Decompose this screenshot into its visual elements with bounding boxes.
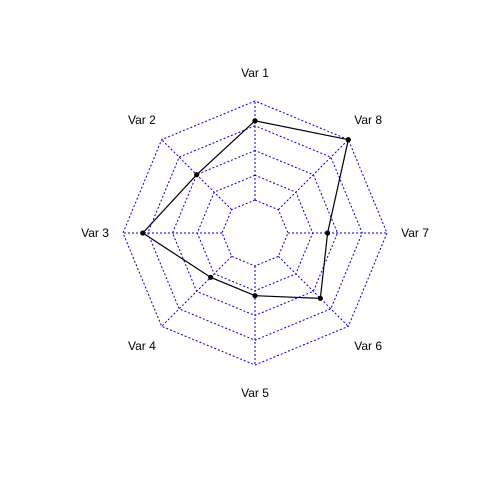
data-point-var-6	[317, 295, 323, 301]
radar-spokes	[123, 101, 387, 365]
radar-axis-labels: Var 1 Var 2 Var 3 Var 4 Var 5 Var 6 Var 7 Var 8	[81, 66, 429, 400]
axis-label-var-8: Var 8	[354, 113, 382, 127]
data-point-var-4	[208, 274, 214, 280]
axis-label-var-4: Var 4	[128, 339, 156, 353]
data-point-var-1	[252, 118, 258, 124]
series-line-1	[141, 120, 350, 299]
grid-ring-4	[147, 125, 363, 341]
data-point-var-7	[325, 230, 331, 236]
axis-label-var-2: Var 2	[128, 113, 156, 127]
axis-label-var-6: Var 6	[354, 339, 382, 353]
data-point-var-2	[194, 172, 200, 178]
grid-ring-1	[221, 199, 289, 267]
spoke-4	[161, 255, 233, 327]
axis-label-var-5: Var 5	[241, 386, 269, 400]
axis-label-var-1: Var 1	[241, 66, 269, 80]
grid-ring-5	[122, 100, 388, 366]
axis-label-var-7: Var 7	[401, 226, 429, 240]
data-point-var-8	[345, 137, 351, 143]
spoke-8	[277, 139, 349, 211]
spoke-6	[277, 255, 349, 327]
axis-label-var-3: Var 3	[81, 226, 109, 240]
data-point-var-3	[140, 230, 146, 236]
data-point-var-5	[252, 293, 258, 299]
radar-series	[140, 118, 351, 301]
